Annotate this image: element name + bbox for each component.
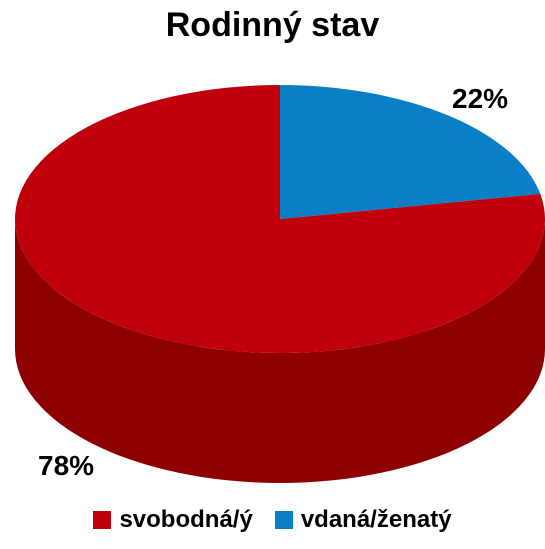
pie-slice-vdana (280, 85, 541, 219)
pie-slice-svobodna (14, 85, 545, 353)
legend-swatch-vdana (274, 511, 293, 529)
legend-label-vdana: vdaná/ženatý (300, 506, 452, 533)
pie-sides (15, 219, 545, 483)
legend: svobodná/ý vdaná/ženatý (0, 506, 545, 534)
legend-item-svobodna: svobodná/ý (93, 506, 253, 534)
pie-side-svobodna (15, 219, 545, 483)
legend-item-vdana: vdaná/ženatý (274, 506, 452, 534)
chart-title: Rodinný stav (165, 6, 380, 44)
pie-tops (14, 85, 545, 353)
legend-swatch-svobodna (93, 511, 112, 529)
data-label-vdana: 22% (452, 83, 509, 114)
data-label-svobodna: 78% (38, 450, 95, 481)
legend-label-svobodna: svobodná/ý (119, 506, 253, 533)
